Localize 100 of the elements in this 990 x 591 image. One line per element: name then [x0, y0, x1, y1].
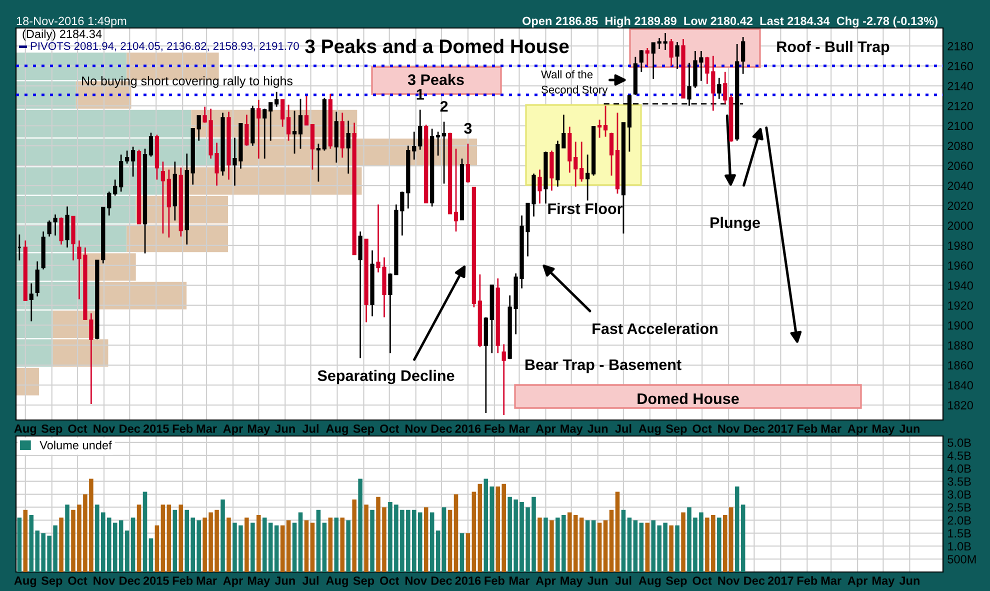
bar [621, 510, 626, 572]
x-tick-label: Jun [588, 424, 608, 433]
x-tick-label: Aug [326, 424, 348, 436]
candlestick [268, 102, 273, 142]
candlestick [496, 278, 500, 354]
x-tick-label: Aug [326, 576, 348, 588]
bar [148, 538, 154, 572]
bar [364, 504, 368, 572]
x-tick-label: Jul [615, 576, 632, 585]
bar [478, 484, 482, 572]
bar [633, 520, 638, 572]
candlestick [101, 206, 106, 264]
candlestick [220, 112, 225, 176]
bar [244, 518, 249, 572]
bar [178, 504, 184, 572]
bar [304, 520, 309, 572]
x-tick-label: Dec [120, 576, 140, 585]
x-tick-label: Aug [638, 424, 661, 436]
bar [436, 530, 440, 572]
bar [220, 499, 225, 572]
bar [454, 494, 458, 572]
y-tick-label: 1900 [948, 321, 973, 330]
x-tick-label: Feb [797, 576, 818, 585]
bar [550, 520, 554, 572]
candlestick [196, 115, 201, 142]
bar [142, 492, 148, 572]
x-tick-label: May [248, 576, 270, 588]
bar [59, 518, 64, 572]
candlestick [717, 77, 722, 100]
candlestick [580, 141, 584, 182]
y-tick-label: 1820 [948, 401, 973, 410]
candlestick [125, 150, 130, 164]
candlestick [316, 143, 321, 182]
candlestick [603, 105, 608, 138]
annotation: 2 [440, 100, 448, 112]
x-tick-label: Apr [223, 576, 243, 588]
annotation: Fast Acceleration [592, 322, 718, 334]
x-tick-label: Oct [692, 576, 712, 585]
bar [334, 518, 339, 572]
candlestick [29, 282, 34, 322]
y-tick-label: 1.0B [948, 542, 971, 550]
candlestick [304, 95, 309, 126]
bar [340, 518, 345, 572]
candlestick [430, 128, 434, 208]
x-tick-label: Aug [14, 424, 36, 436]
bar [370, 510, 374, 572]
x-tick-label: Oct [380, 424, 400, 433]
candlestick [597, 119, 602, 138]
bar [118, 520, 124, 572]
candlestick [65, 206, 70, 248]
x-tick-label: Nov [94, 424, 116, 433]
x-tick-label: 2016 [455, 576, 481, 585]
bar [310, 522, 315, 572]
candlestick [274, 91, 279, 108]
bar [65, 504, 70, 572]
candlestick [160, 160, 166, 234]
bar [430, 512, 434, 572]
candlestick [95, 260, 100, 340]
y-tick-label: 2000 [948, 222, 973, 230]
y-tick-label: 2060 [948, 162, 973, 170]
candlestick [478, 274, 482, 348]
x-tick-label: May [872, 576, 895, 588]
bar [609, 510, 614, 572]
candlestick [609, 132, 614, 176]
x-tick-label: Dec [431, 576, 452, 585]
x-tick-label: Sep [353, 424, 374, 436]
candlestick [466, 143, 470, 184]
candlestick [292, 110, 297, 154]
annotation: Separating Decline [318, 370, 454, 384]
x-tick-label: Jun [274, 576, 295, 585]
bar [23, 510, 28, 572]
x-tick-label: Apr [848, 424, 868, 436]
bar [256, 515, 261, 572]
bar [346, 520, 350, 572]
bar [448, 510, 452, 572]
x-tick-label: Feb [484, 576, 504, 585]
candlestick [484, 316, 488, 414]
candlestick [645, 47, 650, 67]
candlestick [352, 122, 356, 256]
bar [286, 520, 291, 572]
x-tick-label: Nov [405, 576, 427, 585]
x-tick-label: Mar [196, 576, 217, 585]
bar [172, 510, 178, 572]
bar [130, 518, 136, 572]
y-tick-label: 2.0B [948, 516, 971, 525]
bar [17, 518, 22, 572]
bar [358, 478, 362, 572]
candlestick [364, 238, 368, 323]
bar [538, 518, 542, 572]
annotation: Wall of the Second Story [541, 70, 608, 96]
bar [226, 518, 231, 572]
candlestick [340, 112, 344, 158]
bar [681, 512, 686, 572]
y-tick-label: 4.0B [947, 464, 971, 473]
x-tick-label: Mar [196, 424, 217, 433]
candlestick [358, 230, 362, 359]
candlestick [47, 220, 52, 238]
candlestick [142, 148, 148, 254]
candlestick [472, 186, 476, 308]
candlestick [424, 124, 428, 204]
